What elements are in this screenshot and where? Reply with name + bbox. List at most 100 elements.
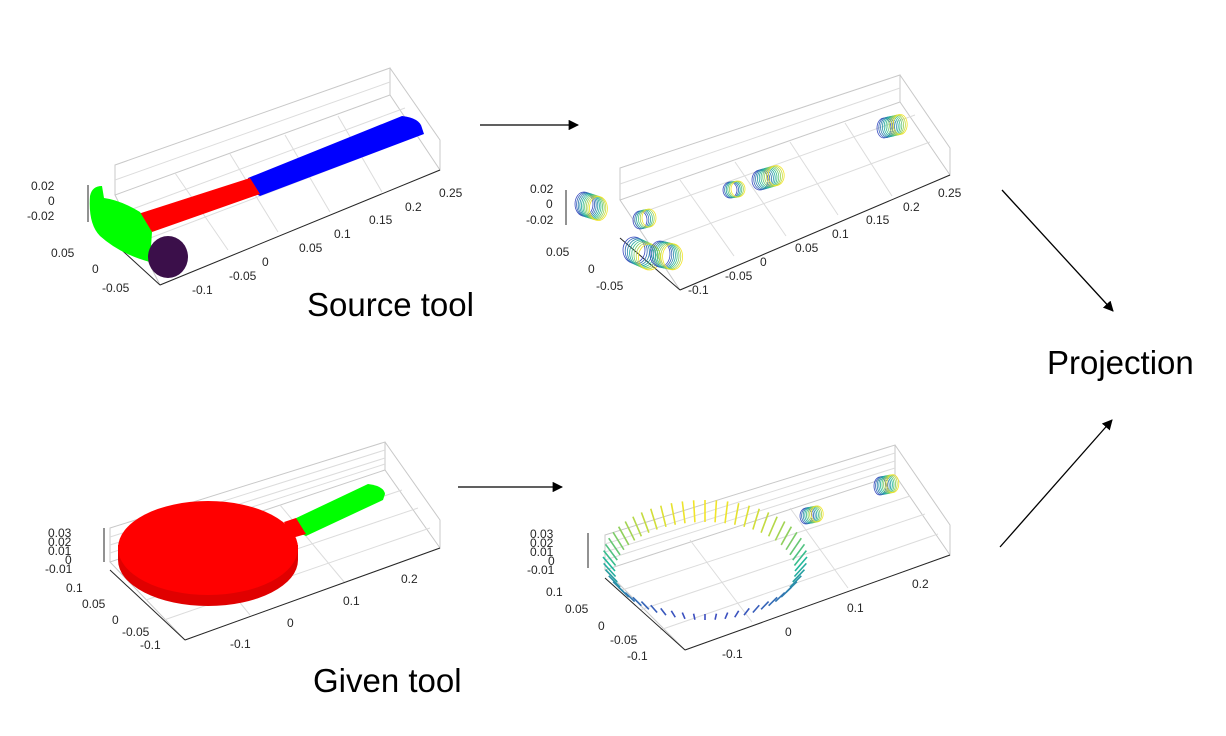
x-tick: 0 [262, 255, 269, 269]
z-tick: 0.01 [48, 544, 72, 558]
x-tick: 0.1 [832, 227, 849, 241]
z-tick-labels: 0.03 0.02 0.01 0 -0.01 [527, 527, 555, 577]
contour-ring [633, 241, 657, 269]
contour-segment [752, 604, 760, 614]
z-tick: 0.03 [530, 527, 554, 541]
y-tick: -0.05 [610, 633, 638, 647]
given-tool-label: Given tool [313, 662, 462, 699]
y-tick: 0 [588, 262, 595, 276]
contour-segment [640, 601, 650, 610]
contour-segment [659, 505, 667, 528]
contour-segment [714, 500, 718, 523]
y-tick: 0 [598, 619, 605, 633]
contour-segment [733, 503, 740, 525]
x-tick: -0.1 [230, 637, 251, 651]
y-tick-labels: 0.05 0 -0.05 [51, 246, 130, 295]
x-tick: 0.2 [903, 200, 920, 214]
z-tick-labels: 0.02 0 -0.02 [526, 182, 554, 227]
x-tick: 0 [287, 616, 294, 630]
contour-segment [724, 612, 729, 620]
contour-segment [692, 500, 696, 523]
contour-ring [638, 243, 661, 271]
contour-ring [589, 196, 608, 221]
x-tick: 0.2 [405, 200, 422, 214]
pan-plot: 0.03 0.02 0.01 0 -0.01 0.1 0.05 0 -0.05 … [45, 441, 441, 652]
y-tick: 0.05 [82, 597, 106, 611]
y-tick: -0.1 [140, 638, 161, 652]
x-tick: 0.25 [938, 186, 962, 200]
hammer-head [89, 186, 152, 262]
x-tick: 0.05 [795, 241, 819, 255]
contour-segment [681, 612, 686, 620]
x-tick: 0.2 [401, 572, 418, 586]
x-tick: -0.1 [688, 283, 709, 297]
contour-segment [624, 521, 636, 541]
x-tick: 0 [785, 625, 792, 639]
pan-projection-plot: 0.03 0.02 0.01 0 -0.01 0.1 0.05 0 -0.05 … [527, 444, 951, 663]
contour-ring [767, 165, 785, 186]
contour-segment [632, 516, 643, 537]
x-tick: 0.1 [334, 227, 351, 241]
hammer-handle [248, 116, 424, 196]
y-tick-labels: 0.1 0.05 0 -0.05 -0.1 [66, 581, 161, 652]
contour-segment [724, 501, 729, 524]
contour-ring [730, 180, 746, 198]
z-tick: 0 [546, 197, 553, 211]
contour-segment [767, 516, 778, 537]
x-tick: 0.15 [369, 213, 393, 227]
hammer-projection-contours [574, 114, 908, 271]
hammer-plot: 0.02 0 -0.02 0.05 0 -0.05 -0.1 -0.05 0 0… [27, 67, 463, 297]
x-tick: 0 [760, 255, 767, 269]
contour-segment [789, 575, 802, 588]
arrow-given-to-projection [999, 419, 1113, 548]
contour-segment [604, 569, 618, 583]
contour-segment [789, 537, 802, 556]
contour-segment [624, 591, 636, 603]
z-tick: 0 [48, 194, 55, 208]
arrow-source-to-projection [1001, 189, 1114, 312]
contour-segment [617, 526, 630, 546]
y-tick: 0.05 [51, 246, 75, 260]
contour-segment [794, 556, 808, 572]
contour-segment [774, 521, 786, 541]
contour-segment [785, 531, 798, 551]
contour-ring [886, 474, 900, 494]
x-tick: -0.05 [229, 269, 257, 283]
x-tick: -0.1 [722, 647, 743, 661]
contour-segment [714, 613, 718, 620]
x-tick: 0.15 [866, 213, 890, 227]
z-tick: 0.02 [48, 535, 72, 549]
y-tick: -0.05 [596, 279, 624, 293]
contour-segment [681, 501, 686, 524]
contour-segment [604, 543, 618, 561]
contour-segment [632, 596, 642, 607]
x-tick-labels: -0.1 0 0.1 0.2 [230, 572, 418, 651]
y-tick: 0.1 [546, 585, 563, 599]
contour-segment [608, 537, 621, 556]
x-tick: 0.1 [847, 601, 864, 615]
x-tick: 0.25 [439, 186, 463, 200]
hammer-point-cloud [89, 116, 424, 278]
axes-box [565, 74, 951, 291]
z-tick: -0.02 [27, 209, 55, 223]
contour-segment [692, 613, 696, 620]
z-tick: 0 [548, 554, 555, 568]
contour-segment [774, 591, 786, 603]
contour-segment [734, 610, 740, 618]
z-tick: 0.01 [530, 545, 554, 559]
contour-segment [612, 581, 625, 593]
contour-segment [660, 607, 667, 616]
contour-segment [743, 505, 751, 528]
projection-label: Projection [1047, 344, 1194, 381]
contour-segment [640, 512, 650, 533]
contour-segment [768, 596, 778, 607]
z-tick: 0.03 [48, 526, 72, 540]
hammer-neck [138, 178, 260, 232]
contour-segment [649, 508, 658, 530]
x-tick-labels: -0.1 -0.05 0 0.05 0.1 0.15 0.2 0.25 [192, 186, 463, 297]
contour-segment [608, 575, 621, 588]
z-tick: 0.02 [530, 182, 554, 196]
contour-segment [760, 601, 770, 610]
y-tick: 0.1 [66, 581, 83, 595]
contour-segment [743, 607, 750, 616]
